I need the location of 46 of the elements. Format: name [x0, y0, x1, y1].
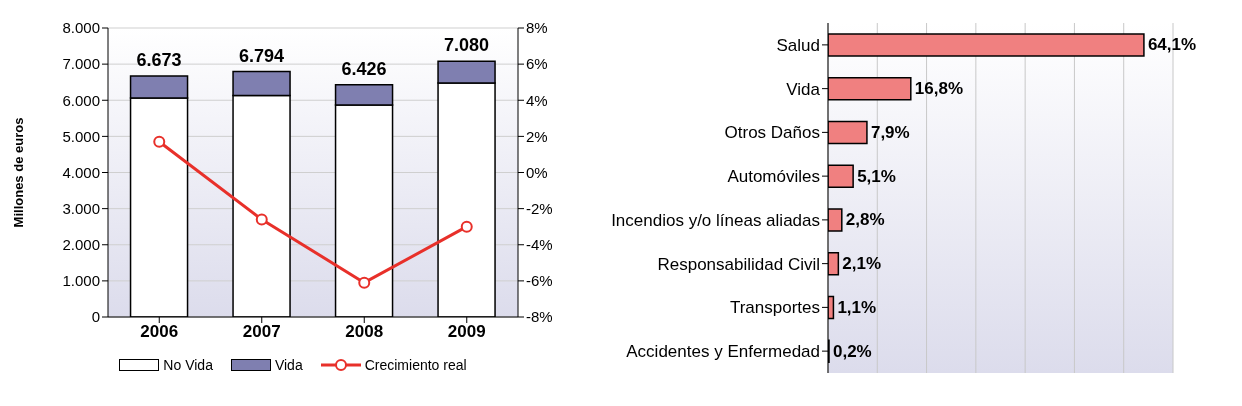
y-tick-label: 1.000 [62, 272, 100, 290]
data-label: 7,9% [870, 122, 910, 142]
y2-tick-label: -4% [526, 236, 553, 254]
total-label: 6.426 [341, 58, 387, 79]
y2-tick-label: -6% [526, 272, 553, 290]
data-label: 2,1% [842, 254, 882, 274]
y-tick-label: Responsabilidad Civil [657, 254, 820, 274]
y2-tick-label: 8% [526, 19, 548, 37]
y-tick-label: Incendios y/o líneas aliadas [611, 210, 820, 230]
total-label: 6.794 [239, 45, 285, 66]
y2-tick-label: 0% [526, 163, 548, 181]
total-label: 6.673 [136, 49, 182, 70]
total-label: 7.080 [444, 35, 490, 56]
y-tick-label: Salud [776, 35, 820, 55]
data-label: 5,1% [857, 166, 896, 186]
x-tick-label: 2006 [140, 322, 179, 342]
y-tick-label: Otros Daños [724, 123, 820, 143]
x-tick-label: 2007 [242, 322, 281, 342]
legend-label: No Vida [162, 357, 213, 373]
y-tick-label: Transportes [729, 298, 820, 318]
y-axis-title: Millones de euros [10, 117, 26, 228]
y-tick-label: Accidentes y Enfermedad [626, 342, 820, 362]
legend-label: Vida [273, 357, 303, 373]
data-label: 64,1% [1147, 35, 1197, 55]
data-label: 16,8% [914, 79, 963, 99]
y-tick-label: 2.000 [62, 236, 100, 254]
y2-tick-label: 2% [526, 127, 548, 145]
data-label: 0,2% [832, 341, 872, 361]
x-tick-label: 2009 [447, 322, 486, 342]
legend-label: Crecimiento real [363, 357, 467, 373]
y-tick-label: 5.000 [62, 127, 100, 145]
y-tick-label: 8.000 [62, 19, 100, 37]
y-tick-label: 0 [91, 308, 100, 326]
y-tick-label: 3.000 [62, 199, 100, 217]
y2-tick-label: -2% [526, 199, 553, 217]
y2-tick-label: 6% [526, 55, 548, 73]
y-tick-label: Vida [786, 79, 821, 99]
y-tick-label: 7.000 [62, 55, 100, 73]
y-tick-label: Automóviles [727, 167, 820, 187]
data-label: 2,8% [845, 210, 885, 230]
y-tick-label: 6.000 [62, 91, 100, 109]
y2-tick-label: 4% [526, 91, 548, 109]
y2-tick-label: -8% [526, 308, 553, 326]
y-tick-label: 4.000 [62, 163, 100, 181]
x-tick-label: 2008 [345, 322, 384, 342]
data-label: 1,1% [837, 297, 877, 317]
